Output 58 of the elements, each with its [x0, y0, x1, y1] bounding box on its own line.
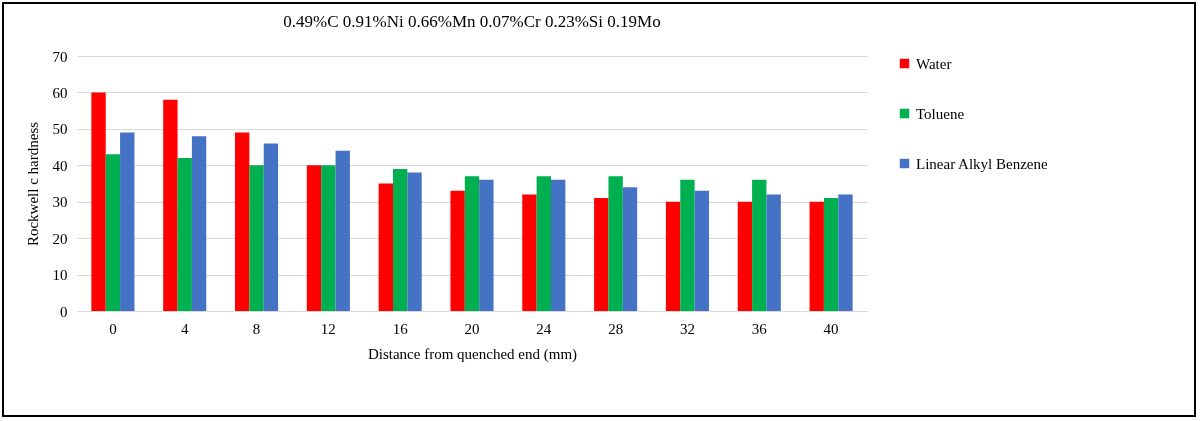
bar	[163, 99, 178, 311]
bar	[479, 179, 494, 311]
x-tick-label: 16	[392, 320, 409, 337]
bar	[378, 183, 393, 311]
bar	[120, 132, 135, 311]
y-tick-label: 20	[52, 230, 68, 247]
y-tick-label: 70	[52, 48, 68, 65]
bar	[407, 172, 422, 311]
y-tick-label: 30	[52, 194, 68, 211]
bar	[450, 190, 465, 311]
x-tick-label: 12	[320, 320, 336, 337]
x-tick-label: 32	[679, 320, 695, 337]
bar	[91, 92, 106, 311]
bar	[335, 150, 350, 311]
legend-label: Toluene	[916, 105, 965, 122]
x-tick-label: 36	[751, 320, 768, 337]
x-tick-label: 0	[109, 320, 117, 337]
bar	[522, 194, 537, 311]
bar	[105, 154, 121, 311]
x-axis-title: Distance from quenched end (mm)	[367, 345, 578, 363]
bar	[665, 201, 681, 311]
y-tick-label: 60	[52, 84, 68, 101]
bar	[766, 194, 781, 311]
bar	[306, 165, 322, 311]
bar	[752, 179, 767, 311]
bar	[823, 198, 839, 311]
bar	[622, 187, 638, 311]
bar	[737, 201, 753, 311]
bar	[235, 132, 250, 311]
y-tick-label: 10	[52, 267, 68, 284]
x-tick-label: 8	[252, 320, 261, 337]
bar	[551, 179, 566, 311]
chart-title: 0.49%C 0.91%Ni 0.66%Mn 0.07%Cr 0.23%Si 0.19Mo	[283, 12, 661, 31]
bar	[191, 136, 207, 311]
x-tick-label: 20	[464, 320, 480, 337]
bar	[536, 176, 551, 311]
legend-label: Water	[916, 55, 952, 72]
bar	[321, 165, 336, 311]
bar	[177, 158, 192, 311]
bar	[838, 194, 853, 311]
bar	[608, 176, 623, 311]
bar	[464, 176, 480, 311]
y-tick-label: 0	[60, 303, 68, 320]
bar	[249, 165, 264, 311]
x-tick-label: 40	[823, 320, 839, 337]
bar	[393, 168, 408, 311]
x-tick-label: 28	[608, 320, 624, 337]
x-tick-label: 4	[180, 320, 189, 337]
y-axis-title: Rockwell c hardness	[24, 121, 41, 247]
bar	[694, 190, 709, 311]
legend-label: Linear Alkyl Benzene	[916, 155, 1048, 172]
y-tick-label: 40	[52, 157, 68, 174]
bar	[263, 143, 279, 311]
bar	[594, 198, 609, 311]
x-tick-label: 24	[536, 320, 552, 337]
bar	[809, 201, 824, 311]
bar	[680, 179, 695, 311]
y-tick-label: 50	[52, 121, 68, 138]
